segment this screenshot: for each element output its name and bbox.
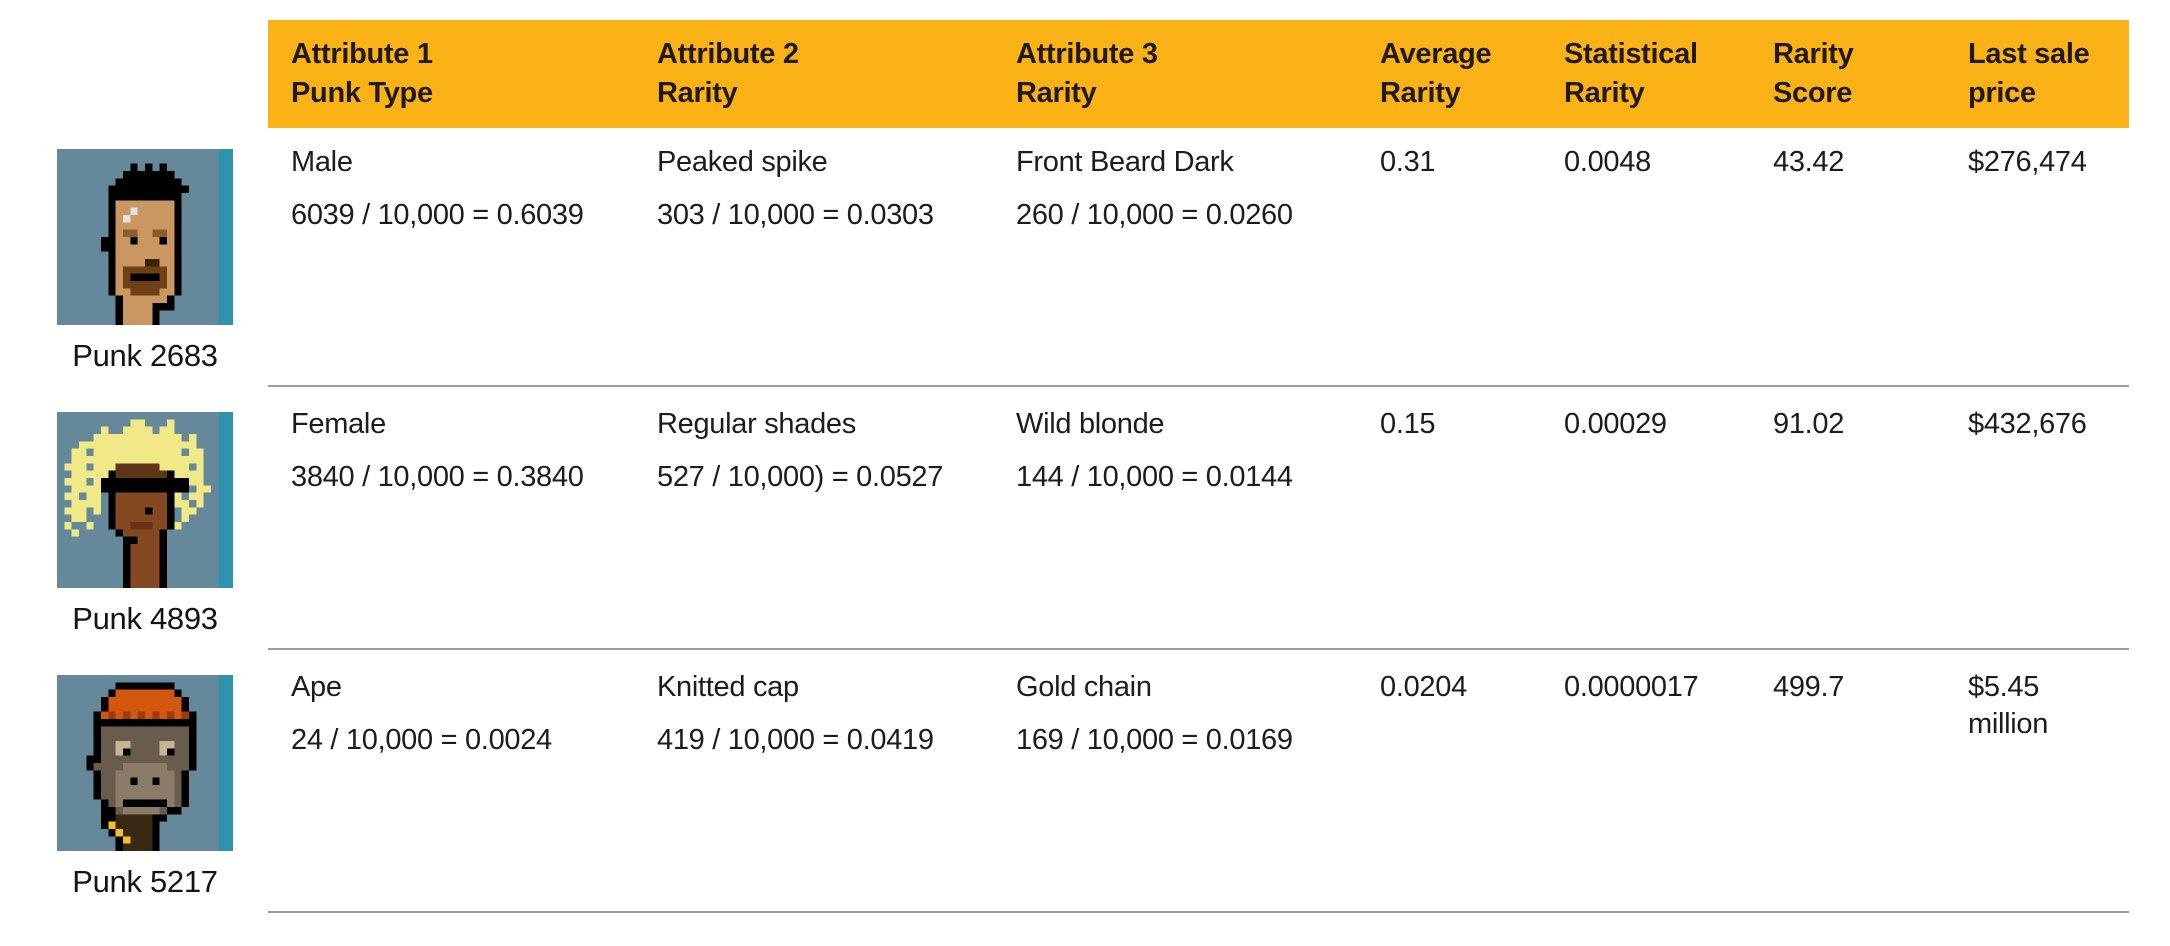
attribute-name: Knitted cap <box>657 671 799 703</box>
average-rarity-value: 0.15 <box>1380 408 1436 440</box>
last-sale-price-value: $5.45 million <box>1968 671 2049 740</box>
column-header-attribute-2: Attribute 2 Rarity <box>657 38 799 109</box>
attribute-rarity: 144 / 10,000 = 0.0144 <box>1016 461 1293 493</box>
table-row: Female 3840 / 10,000 = 0.3840 Regular sh… <box>268 385 2129 648</box>
attribute2-cell: Knitted cap 419 / 10,000 = 0.0419 <box>657 669 1016 911</box>
attribute3-cell: Wild blonde 144 / 10,000 = 0.0144 <box>1016 406 1380 648</box>
column-header-average-rarity: Average Rarity <box>1380 38 1492 109</box>
average-rarity-value: 0.31 <box>1380 146 1436 178</box>
attribute-name: Regular shades <box>657 408 856 440</box>
attribute2-cell: Peaked spike 303 / 10,000 = 0.0303 <box>657 144 1016 385</box>
attribute1-cell: Ape 24 / 10,000 = 0.0024 <box>291 669 657 911</box>
attribute-name: Peaked spike <box>657 146 828 178</box>
attribute2-cell: Regular shades 527 / 10,000) = 0.0527 <box>657 406 1016 648</box>
last-sale-price-value: $432,676 <box>1968 408 2087 440</box>
column-header-rarity-score: Rarity Score <box>1773 38 1854 109</box>
attribute-rarity: 527 / 10,000) = 0.0527 <box>657 461 944 493</box>
last-sale-price-value: $276,474 <box>1968 146 2087 178</box>
attribute-name: Gold chain <box>1016 671 1152 703</box>
punk-card: Punk 5217 <box>57 675 233 900</box>
attribute-rarity: 6039 / 10,000 = 0.6039 <box>291 199 584 231</box>
table-body: Male 6039 / 10,000 = 0.6039 Peaked spike… <box>268 128 2129 913</box>
rarity-score-value: 499.7 <box>1773 671 1845 703</box>
punk-card: Punk 2683 <box>57 149 233 374</box>
column-header-last-sale-price: Last sale price <box>1968 38 2090 109</box>
attribute-rarity: 24 / 10,000 = 0.0024 <box>291 724 552 756</box>
rarity-score-value: 43.42 <box>1773 146 1845 178</box>
table-row: Ape 24 / 10,000 = 0.0024 Knitted cap 419… <box>268 648 2129 913</box>
attribute-name: Ape <box>291 671 342 703</box>
attribute-rarity: 169 / 10,000 = 0.0169 <box>1016 724 1293 756</box>
table-header: Attribute 1 Punk Type Attribute 2 Rarity… <box>268 20 2129 128</box>
attribute-rarity: 260 / 10,000 = 0.0260 <box>1016 199 1293 231</box>
statistical-rarity-value: 0.00029 <box>1564 408 1667 440</box>
punk-4893-image <box>57 412 233 588</box>
statistical-rarity-value: 0.0000017 <box>1564 671 1699 703</box>
attribute-name: Front Beard Dark <box>1016 146 1234 178</box>
attribute-name: Female <box>291 408 386 440</box>
rarity-score-value: 91.02 <box>1773 408 1845 440</box>
punk-label: Punk 4893 <box>72 601 218 636</box>
punk-card: Punk 4893 <box>57 412 233 637</box>
statistical-rarity-value: 0.0048 <box>1564 146 1651 178</box>
attribute3-cell: Front Beard Dark 260 / 10,000 = 0.0260 <box>1016 144 1380 385</box>
column-header-attribute-3: Attribute 3 Rarity <box>1016 38 1158 109</box>
attribute-rarity: 419 / 10,000 = 0.0419 <box>657 724 934 756</box>
punk-label: Punk 2683 <box>72 338 218 373</box>
column-header-attribute-1: Attribute 1 Punk Type <box>291 38 433 109</box>
punk-5217-image <box>57 675 233 851</box>
attribute1-cell: Male 6039 / 10,000 = 0.6039 <box>291 144 657 385</box>
attribute-name: Wild blonde <box>1016 408 1165 440</box>
table-row: Male 6039 / 10,000 = 0.6039 Peaked spike… <box>268 128 2129 385</box>
column-header-statistical-rarity: Statistical Rarity <box>1564 38 1698 109</box>
attribute-rarity: 303 / 10,000 = 0.0303 <box>657 199 934 231</box>
attribute-name: Male <box>291 146 353 178</box>
attribute-rarity: 3840 / 10,000 = 0.3840 <box>291 461 584 493</box>
attribute3-cell: Gold chain 169 / 10,000 = 0.0169 <box>1016 669 1380 911</box>
punk-label: Punk 5217 <box>72 864 218 899</box>
average-rarity-value: 0.0204 <box>1380 671 1467 703</box>
punk-2683-image <box>57 149 233 325</box>
attribute1-cell: Female 3840 / 10,000 = 0.3840 <box>291 406 657 648</box>
